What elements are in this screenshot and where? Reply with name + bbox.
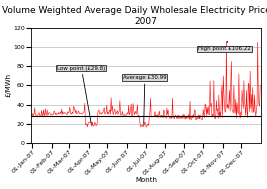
Text: High point £106.22: High point £106.22 [198,41,251,51]
Text: Low point (£29.8): Low point (£29.8) [57,66,105,123]
Text: Average £30.99: Average £30.99 [123,75,167,124]
Y-axis label: £/MWh: £/MWh [6,73,11,98]
X-axis label: Month: Month [135,177,157,184]
Title: Volume Weighted Average Daily Wholesale Electricity Prices for
2007: Volume Weighted Average Daily Wholesale … [2,5,267,26]
